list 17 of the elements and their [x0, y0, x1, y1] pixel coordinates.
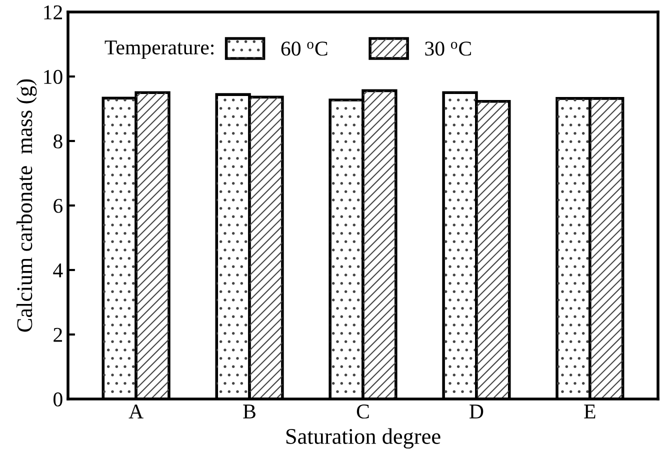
x-tick-label: C: [356, 404, 369, 419]
x-axis-title: Saturation degree: [286, 428, 440, 449]
legend-label: 30 $^{o}$C: [425, 42, 471, 56]
x-tick-label: E: [584, 404, 596, 418]
y-tick-label: 6: [54, 198, 63, 213]
y-tick-label: 0: [54, 392, 62, 406]
y-tick-label: 4: [53, 264, 63, 278]
x-tick-label: A: [128, 404, 144, 418]
y-tick-label: 8: [54, 134, 62, 148]
legend-title: Temperature:: [104, 40, 214, 59]
y-tick-label: 12: [44, 5, 62, 20]
y-axis-title: Calcium carbonate mass (g): [16, 79, 37, 332]
y-tick-label: 10: [44, 70, 62, 84]
legend-label: 60 $^{o}$C: [281, 42, 328, 56]
x-tick-label: B: [243, 404, 256, 418]
y-tick-label: 2: [54, 328, 62, 342]
x-tick-label: D: [470, 404, 484, 418]
